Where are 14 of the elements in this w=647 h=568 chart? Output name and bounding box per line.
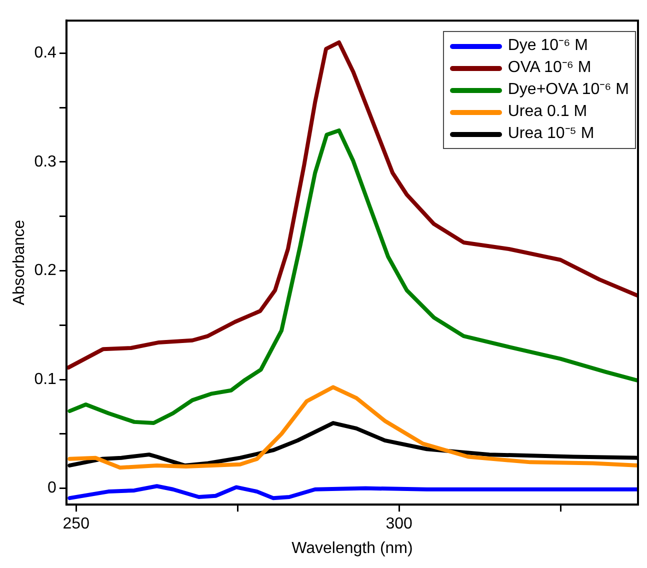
y-tick-label: 0.2 — [34, 262, 57, 280]
y-tick-label: 0.4 — [34, 44, 57, 62]
legend-label: Dye 10⁻⁶ M — [508, 36, 588, 56]
y-tick-label: 0 — [48, 480, 57, 497]
y-axis-title: Absorbance — [11, 220, 28, 306]
legend-label: Dye+OVA 10⁻⁶ M — [508, 80, 629, 100]
legend-label: OVA 10⁻⁶ M — [508, 58, 592, 78]
y-tick-label: 0.3 — [34, 153, 57, 170]
x-tick-label: 250 — [62, 516, 90, 533]
x-tick-label: 300 — [386, 516, 412, 533]
y-tick-label: 0.1 — [34, 370, 57, 388]
x-axis-title: Wavelength (nm) — [292, 540, 413, 557]
legend-label: Urea 10⁻⁵ M — [508, 124, 594, 144]
legend-label: Urea 0.1 M — [508, 102, 588, 122]
